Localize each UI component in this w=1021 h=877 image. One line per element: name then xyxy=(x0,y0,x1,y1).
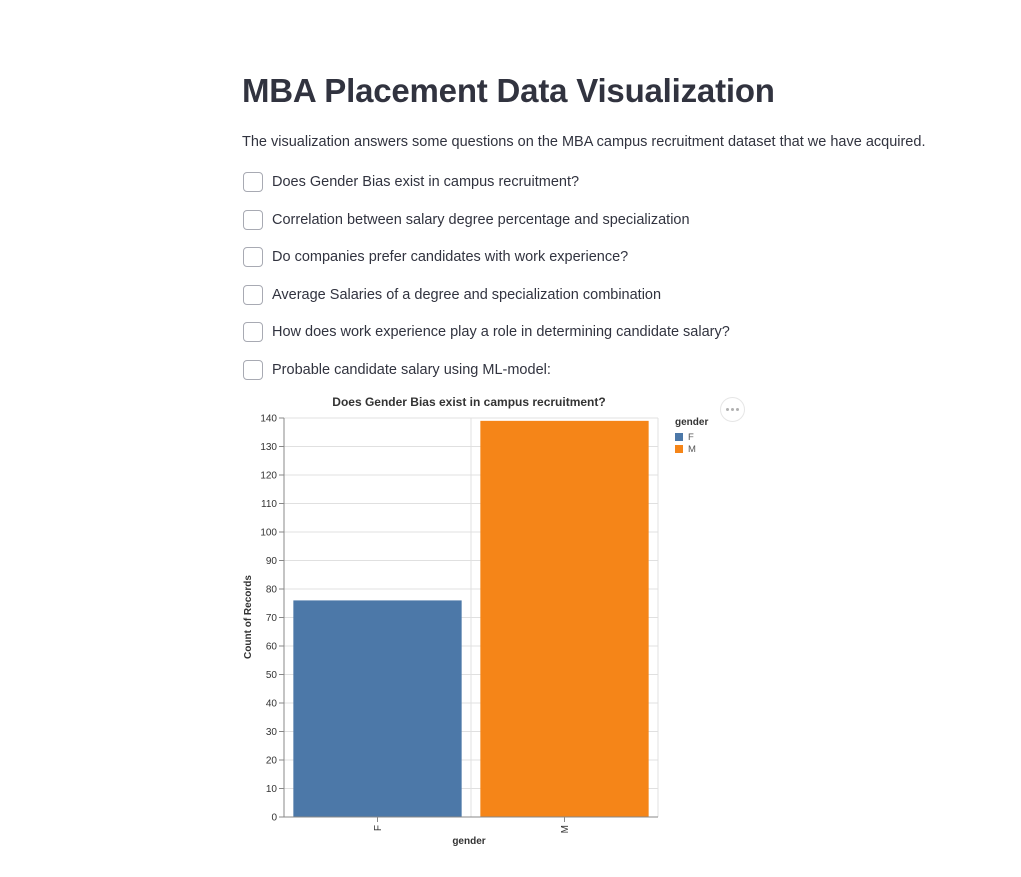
checkbox-average-salaries[interactable]: Average Salaries of a degree and special… xyxy=(242,284,661,306)
checkbox-label: How does work experience play a role in … xyxy=(272,324,730,340)
checkbox-label: Does Gender Bias exist in campus recruit… xyxy=(272,174,580,190)
y-tick-label: 110 xyxy=(261,499,277,510)
checkbox-label: Correlation between salary degree percen… xyxy=(272,212,690,228)
bar-f xyxy=(293,600,462,817)
y-tick-label: 50 xyxy=(266,670,278,681)
legend-label: F xyxy=(688,431,694,443)
y-tick-label: 60 xyxy=(266,642,278,653)
checkbox-work-experience-salary[interactable]: How does work experience play a role in … xyxy=(242,321,730,343)
chart-more-button[interactable] xyxy=(720,397,745,422)
chart-title: Does Gender Bias exist in campus recruit… xyxy=(332,395,605,409)
checkbox-work-experience-preference[interactable]: Do companies prefer candidates with work… xyxy=(242,246,628,268)
axes: 0 10 20 30 40 50 60 70 80 90 100 110 120 130 140 F M xyxy=(260,414,658,833)
x-axis-label: gender xyxy=(452,836,485,847)
y-tick-label: 120 xyxy=(260,471,277,482)
checkbox-ml-salary[interactable]: Probable candidate salary using ML-model… xyxy=(242,359,551,381)
x-tick-label: M xyxy=(560,825,571,833)
checkbox-salary-correlation[interactable]: Correlation between salary degree percen… xyxy=(242,209,690,231)
legend-label: M xyxy=(688,443,696,455)
intro-text: The visualization answers some questions… xyxy=(242,134,926,150)
checkbox-label: Probable candidate salary using ML-model… xyxy=(272,362,551,378)
ellipsis-icon xyxy=(726,408,729,411)
legend-swatch xyxy=(675,445,683,453)
y-tick-label: 40 xyxy=(266,699,278,710)
y-tick-label: 90 xyxy=(266,556,278,567)
y-tick-label: 30 xyxy=(266,727,278,738)
legend-title: gender xyxy=(675,417,709,428)
checkbox-box[interactable] xyxy=(243,285,263,305)
checkbox-label: Do companies prefer candidates with work… xyxy=(272,249,629,265)
checkbox-box[interactable] xyxy=(243,322,263,342)
legend-item-m: M xyxy=(675,443,708,455)
y-tick-label: 10 xyxy=(266,784,278,795)
gender-bias-chart: Does Gender Bias exist in campus recruit… xyxy=(242,392,722,852)
checkbox-box[interactable] xyxy=(243,247,263,267)
checkbox-label: Average Salaries of a degree and special… xyxy=(272,287,662,303)
bar-m xyxy=(480,420,649,817)
chart-svg: Does Gender Bias exist in campus recruit… xyxy=(243,395,659,847)
y-tick-label: 80 xyxy=(266,585,278,596)
legend-swatch xyxy=(675,433,683,441)
y-tick-label: 140 xyxy=(260,414,277,425)
check-icon xyxy=(247,177,259,187)
y-tick-label: 70 xyxy=(266,613,278,624)
page-title: MBA Placement Data Visualization xyxy=(242,72,775,109)
checkbox-box[interactable] xyxy=(243,360,263,380)
y-tick-label: 100 xyxy=(260,528,277,539)
checkbox-box[interactable] xyxy=(243,172,263,192)
legend-item-f: F xyxy=(675,431,708,443)
checkbox-box[interactable] xyxy=(243,210,263,230)
ellipsis-dot xyxy=(731,408,734,411)
y-tick-label: 130 xyxy=(260,442,277,453)
checkbox-gender-bias[interactable]: Does Gender Bias exist in campus recruit… xyxy=(242,171,579,193)
y-tick-label: 0 xyxy=(271,813,277,824)
y-axis-label: Count of Records xyxy=(243,575,254,659)
y-tick-label: 20 xyxy=(266,756,278,767)
ellipsis-dot xyxy=(736,408,739,411)
bars xyxy=(293,420,649,817)
x-tick-label: F xyxy=(373,825,384,831)
chart-legend: gender F M xyxy=(675,417,708,455)
